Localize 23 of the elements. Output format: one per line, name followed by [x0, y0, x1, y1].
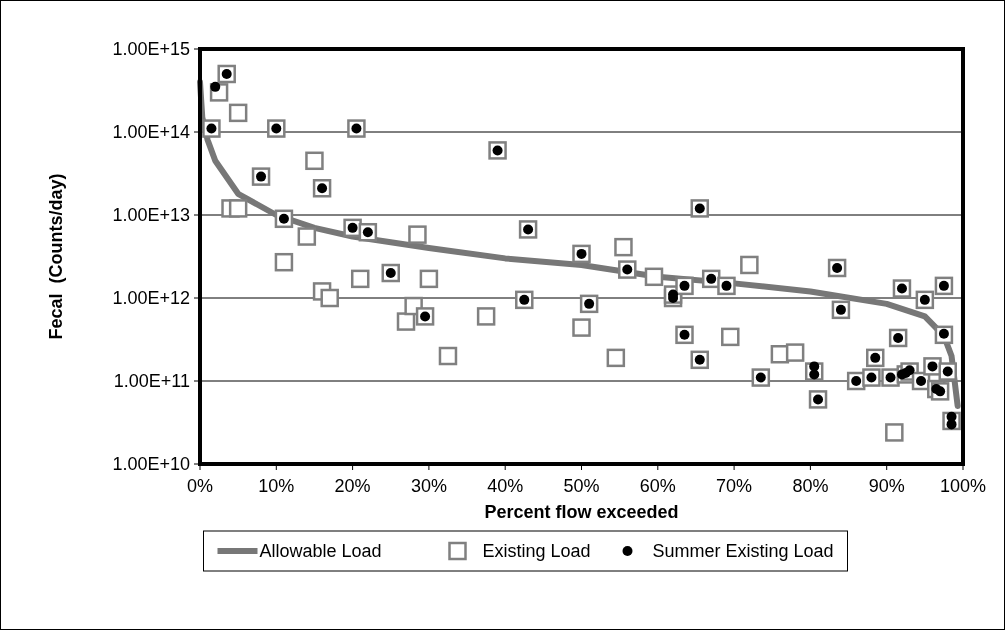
- y-tick-label: 1.00E+14: [112, 122, 190, 143]
- point: [210, 81, 221, 92]
- legend-label: Summer Existing Load: [652, 541, 834, 562]
- x-tick-label: 100%: [939, 476, 987, 496]
- y-tick-label: 1.00E+11: [113, 371, 190, 392]
- x-tick-label: 0%: [186, 476, 214, 496]
- y-tick-label: 1.00E+13: [112, 205, 190, 226]
- x-tick-label: 40%: [487, 476, 524, 496]
- legend-label: Existing Load: [482, 541, 591, 562]
- x-tick-label: 60%: [639, 476, 676, 496]
- x-tick-label: 90%: [868, 476, 905, 496]
- y-axis-title: Fecal (Counts/day): [46, 173, 66, 340]
- y-tick-label: 1.00E+15: [112, 39, 190, 60]
- x-tick-label: 70%: [716, 476, 753, 496]
- x-tick-label: 50%: [563, 476, 600, 496]
- y-tick-label: 1.00E+10: [112, 454, 190, 475]
- x-tick-label: 30%: [410, 476, 447, 496]
- y-tick-label: 1.00E+12: [112, 288, 190, 309]
- x-axis-title: Percent flow exceeded: [484, 502, 679, 522]
- x-tick-label: 10%: [258, 476, 295, 496]
- x-tick-label: 80%: [792, 476, 829, 496]
- legend-label: Allowable Load: [259, 541, 382, 562]
- x-tick-label: 20%: [334, 476, 371, 496]
